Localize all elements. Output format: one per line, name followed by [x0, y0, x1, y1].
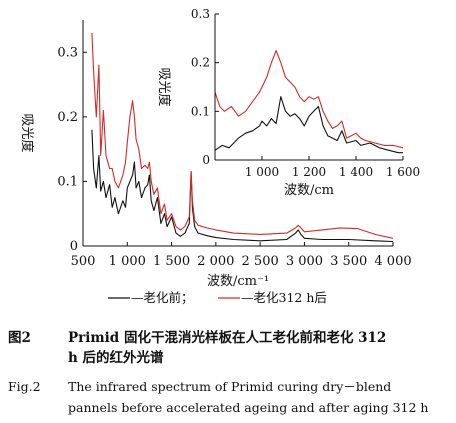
- main-x-axis-label: 波数/cm⁻¹: [207, 274, 269, 289]
- inset-series-after-line: [214, 49, 404, 149]
- inset-y-tick-label: 0.1: [191, 104, 210, 118]
- inset-axes: [214, 13, 404, 161]
- main-x-tick-label: 1 000: [109, 254, 146, 269]
- inset-y-tick-label: 0.2: [191, 56, 210, 70]
- main-x-tick-label: 4 000: [374, 254, 411, 269]
- caption-en-line2: pannels before accelerated ageing and af…: [68, 400, 428, 415]
- inset-x-tick-label: 1 600: [386, 165, 420, 179]
- caption-zh-line2: h 后的红外光谱: [68, 349, 164, 366]
- main-series-before-line: [91, 129, 394, 243]
- inset-tick-labels: 1 000 1 200 1 400 1 600 0 0.1 0.2 0.3: [191, 7, 420, 179]
- inset-y-tick-label: 0.3: [191, 7, 210, 21]
- inset-plot-area: [214, 49, 404, 154]
- inset-x-tick-label: 1 000: [245, 165, 279, 179]
- figure-caption: 图2 Primid 固化干混消光样板在人工老化前和老化 312 h 后的红外光谱…: [8, 329, 428, 415]
- main-y-axis-label: 吸光度: [19, 113, 35, 152]
- inset-y-tick-label: 0: [202, 153, 210, 167]
- inset-y-axis-label: 吸光度: [156, 67, 172, 106]
- inset-x-tick-label: 1 200: [292, 165, 326, 179]
- main-x-tick-label: 1 500: [153, 254, 190, 269]
- inset-series-before-line: [214, 96, 403, 154]
- caption-en-line1: The infrared spectrum of Primid curing d…: [68, 379, 391, 394]
- main-x-tick-label: 3 000: [286, 254, 323, 269]
- caption-en-number: Fig.2: [8, 379, 41, 394]
- main-y-tick-label: 0.2: [57, 110, 78, 125]
- main-x-tick-label: 2 000: [197, 254, 234, 269]
- inset-background: [211, 12, 407, 162]
- legend-label-before: —老化前；: [131, 290, 194, 305]
- main-y-tick-label: 0.3: [57, 45, 78, 60]
- main-plot-area: [91, 32, 394, 243]
- caption-zh-line1: Primid 固化干混消光样板在人工老化前和老化 312: [68, 329, 386, 346]
- legend: —老化前； —老化312 h后: [108, 290, 327, 305]
- main-x-tick-label: 3 500: [330, 254, 367, 269]
- inset-x-tick-label: 1 400: [339, 165, 373, 179]
- legend-label-after: —老化312 h后: [241, 290, 327, 305]
- main-tick-labels: 500 1 000 1 500 2 000 2 500 3 000 3 500 4 000 0 0…: [57, 45, 411, 269]
- caption-zh-number: 图2: [8, 330, 31, 346]
- main-x-tick-label: 2 500: [242, 254, 279, 269]
- main-series-after-line: [91, 32, 394, 239]
- main-y-tick-label: 0.1: [57, 174, 78, 189]
- main-axes: [82, 20, 394, 247]
- main-x-tick-label: 500: [71, 254, 96, 269]
- main-y-tick-label: 0: [70, 239, 78, 254]
- main-chart: 500 1 000 1 500 2 000 2 500 3 000 3 500 4 000 0 0…: [19, 20, 412, 289]
- inset-x-axis-label: 波数/cm: [284, 183, 334, 198]
- inset-chart: 1 000 1 200 1 400 1 600 0 0.1 0.2 0.3 吸光度 波数/cm: [156, 7, 420, 198]
